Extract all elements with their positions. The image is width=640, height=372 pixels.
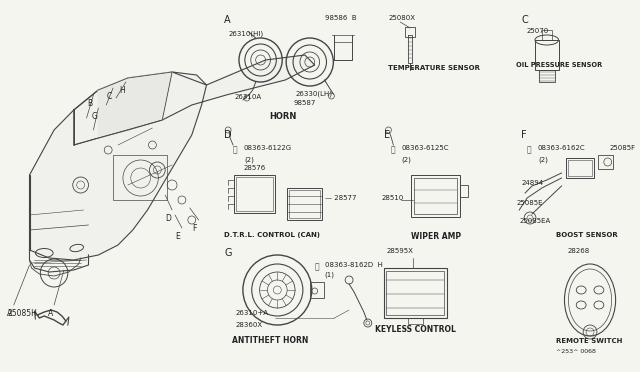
Text: KEYLESS CONTROL: KEYLESS CONTROL bbox=[374, 325, 456, 334]
Text: 28360X: 28360X bbox=[236, 322, 263, 328]
Text: F: F bbox=[193, 224, 197, 233]
Text: 25070: 25070 bbox=[526, 28, 548, 34]
Text: A: A bbox=[224, 15, 231, 25]
Text: Ⓢ: Ⓢ bbox=[527, 145, 532, 154]
Text: E: E bbox=[175, 232, 180, 241]
Text: H: H bbox=[119, 86, 125, 95]
Text: E: E bbox=[383, 130, 390, 140]
Bar bbox=[568, 160, 592, 176]
Text: D: D bbox=[224, 130, 232, 140]
Bar bbox=[535, 40, 559, 70]
Text: C: C bbox=[106, 92, 112, 101]
Bar bbox=[287, 188, 321, 220]
Text: 25085H: 25085H bbox=[8, 308, 38, 317]
Text: TEMPERATURE SENSOR: TEMPERATURE SENSOR bbox=[388, 65, 481, 71]
Text: REMOTE SWITCH: REMOTE SWITCH bbox=[556, 338, 622, 344]
Polygon shape bbox=[29, 72, 207, 260]
Text: ANTITHEFT HORN: ANTITHEFT HORN bbox=[232, 336, 308, 345]
Text: 28595X: 28595X bbox=[387, 248, 413, 254]
Text: 28268: 28268 bbox=[568, 248, 589, 254]
Polygon shape bbox=[74, 55, 315, 145]
Text: A: A bbox=[7, 309, 12, 318]
Bar bbox=[566, 158, 594, 178]
Text: BOOST SENSOR: BOOST SENSOR bbox=[556, 232, 618, 238]
Text: — 28577: — 28577 bbox=[324, 195, 356, 201]
Bar bbox=[234, 175, 275, 213]
Text: ^253^ 0068: ^253^ 0068 bbox=[556, 349, 595, 354]
Bar bbox=[236, 177, 273, 211]
Bar bbox=[414, 178, 458, 214]
Bar bbox=[598, 155, 612, 169]
Text: 08363-6125C: 08363-6125C bbox=[401, 145, 449, 151]
Text: F: F bbox=[521, 130, 527, 140]
Text: 28510: 28510 bbox=[381, 195, 404, 201]
Text: G: G bbox=[224, 248, 232, 258]
Bar bbox=[289, 190, 319, 218]
Bar bbox=[539, 70, 555, 82]
Bar bbox=[405, 27, 415, 37]
Text: 26310+A: 26310+A bbox=[236, 310, 269, 316]
Text: (2): (2) bbox=[538, 156, 548, 163]
Text: Ⓢ: Ⓢ bbox=[315, 262, 319, 271]
Text: 08363-8162D  H: 08363-8162D H bbox=[324, 262, 382, 268]
Text: HORN: HORN bbox=[269, 112, 297, 121]
Text: G: G bbox=[92, 112, 97, 121]
Text: 26310A: 26310A bbox=[234, 94, 261, 100]
Text: 98586  B: 98586 B bbox=[324, 15, 356, 21]
Text: WIPER AMP: WIPER AMP bbox=[411, 232, 461, 241]
Text: (1): (1) bbox=[324, 272, 335, 279]
Text: 08363-6162C: 08363-6162C bbox=[538, 145, 586, 151]
Bar bbox=[542, 30, 552, 40]
Text: 08363-6122G: 08363-6122G bbox=[244, 145, 292, 151]
Text: C: C bbox=[521, 15, 528, 25]
Text: A: A bbox=[47, 309, 52, 318]
Text: 25085E: 25085E bbox=[516, 200, 543, 206]
Text: 25085F: 25085F bbox=[610, 145, 636, 151]
Bar bbox=[387, 271, 445, 315]
Text: 98587: 98587 bbox=[293, 100, 316, 106]
Text: 25080X: 25080X bbox=[388, 15, 415, 21]
Text: 26310(HI): 26310(HI) bbox=[228, 30, 263, 36]
Text: D: D bbox=[165, 214, 171, 223]
Bar bbox=[460, 185, 468, 197]
Text: (2): (2) bbox=[401, 156, 411, 163]
Text: 28576: 28576 bbox=[244, 165, 266, 171]
Text: 24894: 24894 bbox=[521, 180, 543, 186]
Text: 25085EA: 25085EA bbox=[519, 218, 550, 224]
Text: B: B bbox=[87, 99, 92, 108]
Text: Ⓢ: Ⓢ bbox=[233, 145, 237, 154]
Bar bbox=[113, 155, 167, 200]
Text: D.T.R.L. CONTROL (CAN): D.T.R.L. CONTROL (CAN) bbox=[224, 232, 320, 238]
Polygon shape bbox=[99, 72, 172, 138]
Bar bbox=[310, 282, 324, 298]
Bar bbox=[411, 175, 460, 217]
Text: Ⓢ: Ⓢ bbox=[390, 145, 395, 154]
Text: 26330(LH): 26330(LH) bbox=[295, 90, 332, 96]
Text: OIL PRESSURE SENSOR: OIL PRESSURE SENSOR bbox=[516, 62, 602, 68]
Bar bbox=[408, 318, 423, 324]
Bar bbox=[383, 268, 447, 318]
Text: (2): (2) bbox=[244, 156, 253, 163]
